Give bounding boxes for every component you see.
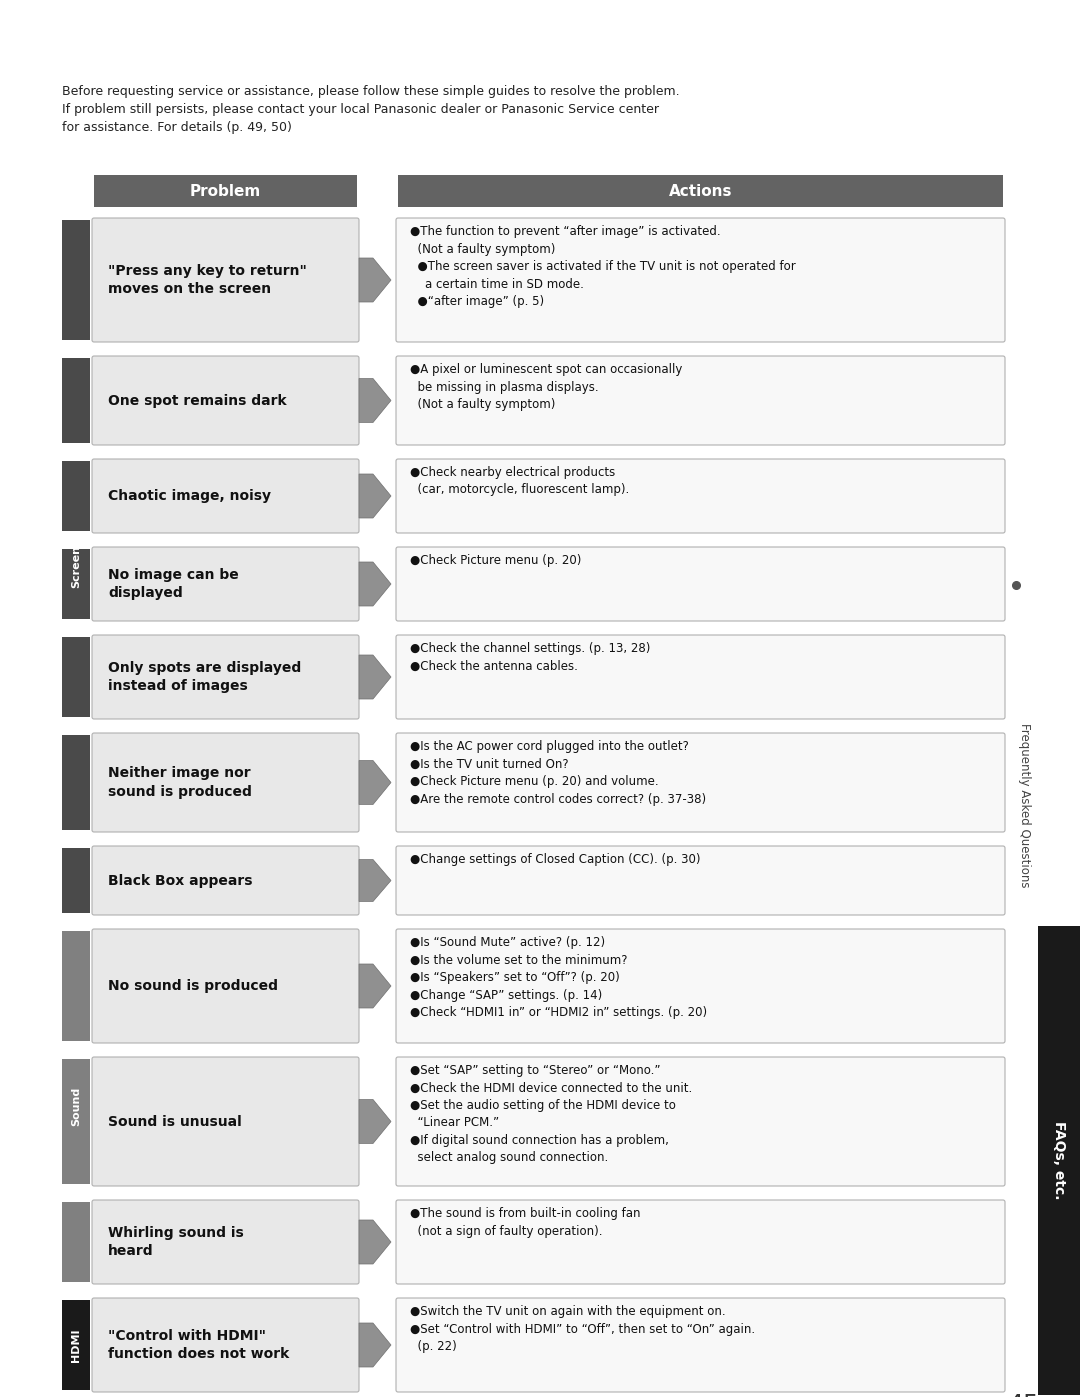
Text: One spot remains dark: One spot remains dark: [108, 394, 286, 408]
FancyBboxPatch shape: [92, 1200, 359, 1284]
Text: ●Check the channel settings. (p. 13, 28)
●Check the antenna cables.: ●Check the channel settings. (p. 13, 28)…: [410, 643, 650, 672]
Text: Sound: Sound: [71, 1087, 81, 1126]
Polygon shape: [359, 1323, 391, 1368]
Text: No image can be
displayed: No image can be displayed: [108, 567, 239, 601]
Text: Sound is unusual: Sound is unusual: [108, 1115, 242, 1129]
Text: Only spots are displayed
instead of images: Only spots are displayed instead of imag…: [108, 661, 301, 693]
FancyBboxPatch shape: [92, 218, 359, 342]
Polygon shape: [359, 474, 391, 518]
FancyBboxPatch shape: [92, 356, 359, 446]
Text: ●Set “SAP” setting to “Stereo” or “Mono.”
●Check the HDMI device connected to th: ●Set “SAP” setting to “Stereo” or “Mono.…: [410, 1065, 692, 1165]
FancyBboxPatch shape: [396, 636, 1005, 719]
Polygon shape: [359, 1220, 391, 1264]
FancyBboxPatch shape: [62, 735, 90, 830]
FancyBboxPatch shape: [62, 219, 90, 339]
Text: "Control with HDMI"
function does not work: "Control with HDMI" function does not wo…: [108, 1329, 289, 1361]
Text: ●The sound is from built-in cooling fan
  (not a sign of faulty operation).: ●The sound is from built-in cooling fan …: [410, 1207, 640, 1238]
FancyBboxPatch shape: [62, 848, 90, 914]
FancyBboxPatch shape: [396, 733, 1005, 833]
Polygon shape: [359, 964, 391, 1009]
Text: Chaotic image, noisy: Chaotic image, noisy: [108, 489, 271, 503]
FancyBboxPatch shape: [396, 460, 1005, 534]
FancyBboxPatch shape: [92, 847, 359, 915]
Text: Black Box appears: Black Box appears: [108, 873, 253, 887]
Polygon shape: [359, 760, 391, 805]
Text: ●Is “Sound Mute” active? (p. 12)
●Is the volume set to the minimum?
●Is “Speaker: ●Is “Sound Mute” active? (p. 12) ●Is the…: [410, 936, 707, 1018]
Text: "Press any key to return"
moves on the screen: "Press any key to return" moves on the s…: [108, 264, 307, 296]
Text: Screen: Screen: [71, 545, 81, 588]
FancyBboxPatch shape: [62, 637, 90, 717]
Text: Frequently Asked Questions: Frequently Asked Questions: [1017, 722, 1030, 887]
Text: ●A pixel or luminescent spot can occasionally
  be missing in plasma displays.
 : ●A pixel or luminescent spot can occasio…: [410, 363, 683, 411]
FancyBboxPatch shape: [1038, 926, 1080, 1396]
FancyBboxPatch shape: [396, 847, 1005, 915]
Text: FAQs, etc.: FAQs, etc.: [1052, 1122, 1066, 1200]
Polygon shape: [359, 655, 391, 698]
FancyBboxPatch shape: [92, 1058, 359, 1186]
FancyBboxPatch shape: [396, 929, 1005, 1044]
FancyBboxPatch shape: [396, 356, 1005, 446]
FancyBboxPatch shape: [396, 1058, 1005, 1186]
FancyBboxPatch shape: [92, 733, 359, 833]
Polygon shape: [359, 379, 391, 422]
Text: ●The function to prevent “after image” is activated.
  (Not a faulty symptom)
  : ●The function to prevent “after image” i…: [410, 225, 796, 307]
FancyBboxPatch shape: [62, 1059, 90, 1185]
FancyBboxPatch shape: [62, 461, 90, 531]
Text: Actions: Actions: [669, 183, 732, 198]
Text: Problem: Problem: [190, 183, 261, 198]
Text: ●Change settings of Closed Caption (CC). (p. 30): ●Change settings of Closed Caption (CC).…: [410, 854, 701, 866]
Polygon shape: [359, 1099, 391, 1144]
Polygon shape: [359, 258, 391, 302]
Text: Before requesting service or assistance, please follow these simple guides to re: Before requesting service or assistance,…: [62, 85, 679, 134]
FancyBboxPatch shape: [92, 1298, 359, 1391]
FancyBboxPatch shape: [396, 218, 1005, 342]
FancyBboxPatch shape: [62, 1301, 90, 1390]
Text: No sound is produced: No sound is produced: [108, 979, 278, 993]
FancyBboxPatch shape: [92, 460, 359, 534]
Text: HDMI: HDMI: [71, 1329, 81, 1362]
Polygon shape: [359, 562, 391, 606]
Text: Whirling sound is
heard: Whirling sound is heard: [108, 1225, 244, 1259]
Text: ●Check Picture menu (p. 20): ●Check Picture menu (p. 20): [410, 555, 581, 567]
FancyBboxPatch shape: [92, 929, 359, 1044]
FancyBboxPatch shape: [94, 175, 357, 207]
Text: ●Switch the TV unit on again with the equipment on.
●Set “Control with HDMI” to : ●Switch the TV unit on again with the eq…: [410, 1305, 755, 1354]
Text: ●Is the AC power cord plugged into the outlet?
●Is the TV unit turned On?
●Check: ●Is the AC power cord plugged into the o…: [410, 740, 706, 806]
FancyBboxPatch shape: [399, 175, 1003, 207]
FancyBboxPatch shape: [92, 636, 359, 719]
FancyBboxPatch shape: [92, 548, 359, 622]
FancyBboxPatch shape: [62, 930, 90, 1041]
FancyBboxPatch shape: [396, 1200, 1005, 1284]
FancyBboxPatch shape: [396, 548, 1005, 622]
Text: Neither image nor
sound is produced: Neither image nor sound is produced: [108, 767, 252, 799]
Polygon shape: [359, 859, 391, 901]
FancyBboxPatch shape: [62, 358, 90, 443]
FancyBboxPatch shape: [396, 1298, 1005, 1391]
Text: 45: 45: [1008, 1393, 1040, 1397]
Text: ●Check nearby electrical products
  (car, motorcycle, fluorescent lamp).: ●Check nearby electrical products (car, …: [410, 467, 630, 496]
FancyBboxPatch shape: [62, 1201, 90, 1282]
FancyBboxPatch shape: [62, 549, 90, 619]
